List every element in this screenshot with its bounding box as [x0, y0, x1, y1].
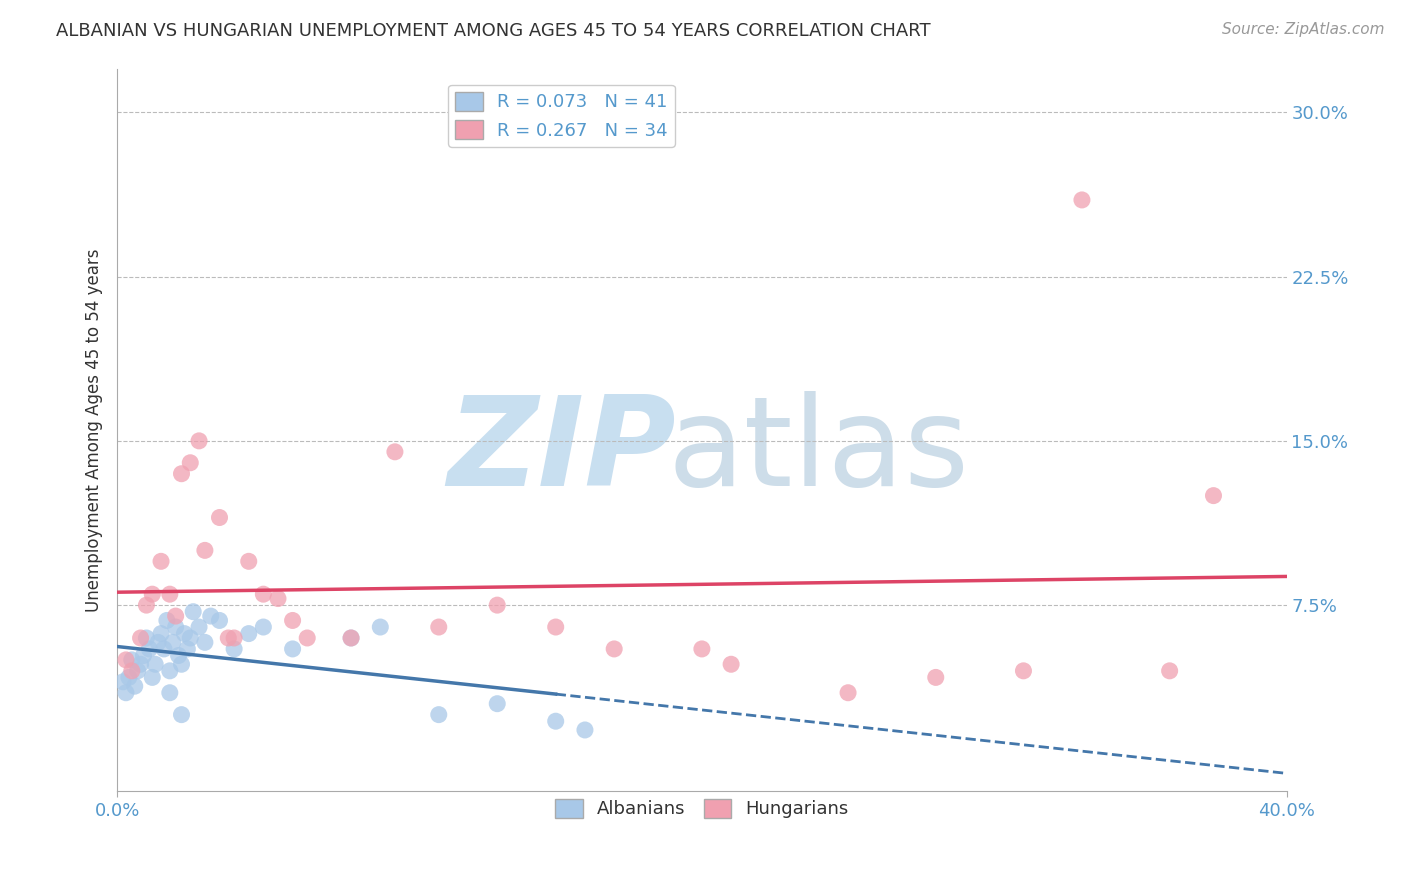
Point	[188, 434, 211, 448]
Point	[132, 648, 155, 663]
Point	[252, 620, 274, 634]
Point	[121, 664, 143, 678]
Point	[170, 707, 193, 722]
Point	[208, 510, 231, 524]
Point	[159, 664, 181, 678]
Point	[118, 670, 141, 684]
Point	[170, 657, 193, 672]
Point	[112, 674, 135, 689]
Point	[159, 686, 181, 700]
Point	[179, 456, 201, 470]
Point	[340, 631, 363, 645]
Point	[368, 620, 391, 634]
Point	[297, 631, 319, 645]
Point	[162, 635, 184, 649]
Point	[129, 657, 152, 672]
Point	[544, 620, 567, 634]
Point	[135, 631, 157, 645]
Point	[127, 664, 149, 678]
Point	[143, 657, 166, 672]
Point	[156, 614, 179, 628]
Point	[135, 598, 157, 612]
Point	[224, 631, 246, 645]
Point	[176, 642, 198, 657]
Point	[281, 642, 304, 657]
Point	[1012, 664, 1035, 678]
Point	[121, 653, 143, 667]
Point	[141, 670, 163, 684]
Text: ALBANIAN VS HUNGARIAN UNEMPLOYMENT AMONG AGES 45 TO 54 YEARS CORRELATION CHART: ALBANIAN VS HUNGARIAN UNEMPLOYMENT AMONG…	[56, 22, 931, 40]
Point	[194, 543, 217, 558]
Point	[194, 635, 217, 649]
Point	[690, 642, 713, 657]
Point	[170, 467, 193, 481]
Point	[200, 609, 222, 624]
Point	[165, 620, 187, 634]
Point	[153, 642, 176, 657]
Point	[165, 609, 187, 624]
Point	[1202, 489, 1225, 503]
Point	[925, 670, 948, 684]
Point	[124, 679, 146, 693]
Point	[238, 554, 260, 568]
Point	[427, 620, 450, 634]
Point	[574, 723, 596, 737]
Point	[217, 631, 239, 645]
Point	[486, 697, 509, 711]
Point	[267, 591, 290, 606]
Point	[129, 631, 152, 645]
Text: ZIP: ZIP	[447, 391, 676, 512]
Point	[150, 554, 173, 568]
Point	[138, 642, 160, 657]
Point	[159, 587, 181, 601]
Point	[188, 620, 211, 634]
Point	[238, 626, 260, 640]
Point	[603, 642, 626, 657]
Point	[1071, 193, 1094, 207]
Point	[837, 686, 859, 700]
Point	[427, 707, 450, 722]
Point	[486, 598, 509, 612]
Text: Source: ZipAtlas.com: Source: ZipAtlas.com	[1222, 22, 1385, 37]
Point	[544, 714, 567, 729]
Point	[115, 686, 138, 700]
Point	[224, 642, 246, 657]
Point	[146, 635, 169, 649]
Text: atlas: atlas	[668, 391, 970, 512]
Legend: Albanians, Hungarians: Albanians, Hungarians	[548, 792, 855, 826]
Point	[720, 657, 742, 672]
Point	[1159, 664, 1181, 678]
Point	[179, 631, 201, 645]
Point	[181, 605, 204, 619]
Point	[252, 587, 274, 601]
Y-axis label: Unemployment Among Ages 45 to 54 years: Unemployment Among Ages 45 to 54 years	[86, 248, 103, 612]
Point	[208, 614, 231, 628]
Point	[115, 653, 138, 667]
Point	[340, 631, 363, 645]
Point	[150, 626, 173, 640]
Point	[281, 614, 304, 628]
Point	[384, 445, 406, 459]
Point	[167, 648, 190, 663]
Point	[141, 587, 163, 601]
Point	[173, 626, 195, 640]
